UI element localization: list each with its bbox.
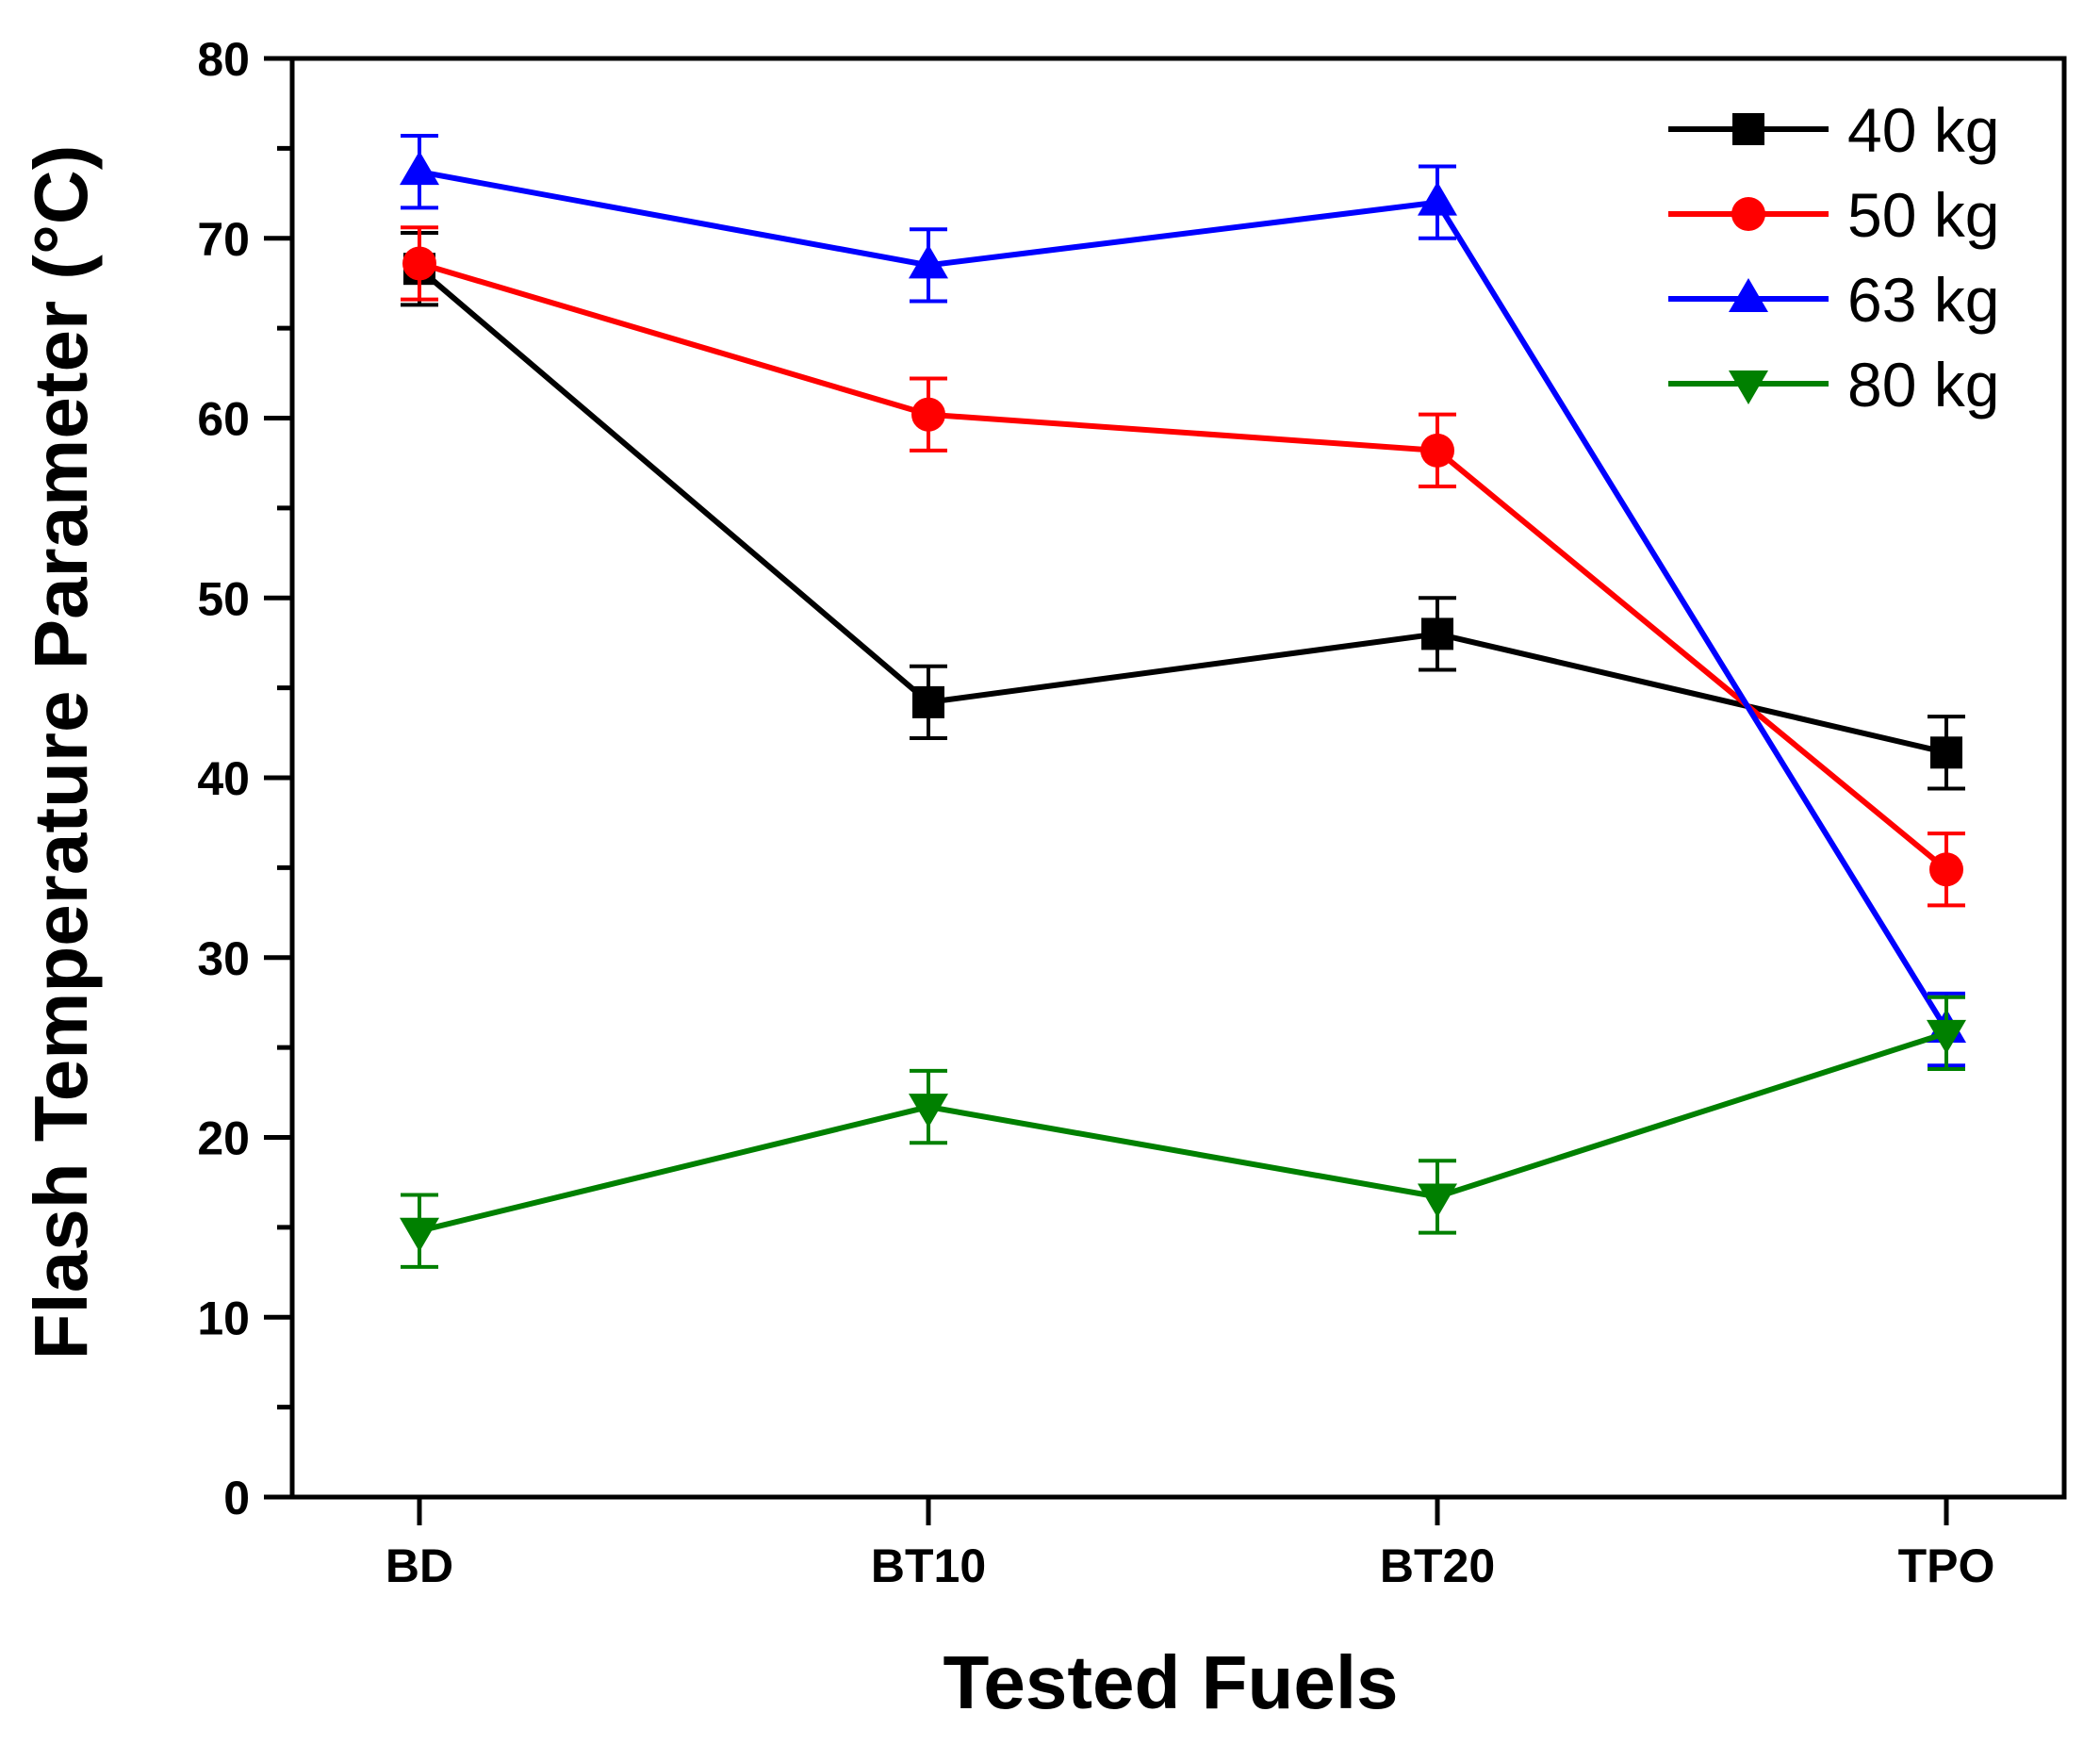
data-point bbox=[909, 1094, 948, 1128]
y-tick-label: 70 bbox=[197, 213, 250, 266]
legend-label: 40 kg bbox=[1847, 95, 1999, 165]
series-63-kg bbox=[400, 134, 1966, 1068]
series-line bbox=[418, 260, 1948, 872]
data-point bbox=[1418, 181, 1457, 216]
y-tick-label: 40 bbox=[197, 752, 250, 805]
data-point bbox=[911, 397, 945, 432]
y-tick-label: 80 bbox=[197, 33, 250, 86]
x-tick-label: BD bbox=[386, 1539, 453, 1592]
legend-item: 63 kg bbox=[1668, 265, 1999, 335]
data-point bbox=[1418, 1183, 1457, 1218]
x-axis: BD BT10 BT20 TPO bbox=[386, 1497, 1995, 1592]
data-point bbox=[1927, 1019, 1966, 1054]
series-line bbox=[418, 1030, 1947, 1234]
series-80-kg bbox=[400, 995, 1966, 1269]
series-layer bbox=[400, 134, 1966, 1269]
legend-marker bbox=[1731, 197, 1765, 231]
data-point bbox=[1421, 617, 1453, 650]
y-tick-label: 0 bbox=[223, 1472, 250, 1524]
data-point bbox=[1929, 852, 1963, 887]
legend-item: 50 kg bbox=[1668, 180, 1999, 250]
y-axis-title: Flash Temperature Parameter (°C) bbox=[19, 145, 103, 1360]
data-point bbox=[1420, 433, 1454, 468]
plot-area bbox=[289, 56, 2067, 1500]
data-point bbox=[909, 244, 948, 279]
x-tick-label: BT10 bbox=[871, 1539, 986, 1592]
y-tick-label: 30 bbox=[197, 932, 250, 985]
series-50-kg bbox=[401, 225, 1965, 908]
legend-label: 50 kg bbox=[1847, 180, 1999, 250]
x-tick-label: BT20 bbox=[1380, 1539, 1495, 1592]
legend-marker bbox=[1732, 113, 1764, 145]
legend-label: 63 kg bbox=[1847, 265, 1999, 335]
data-point bbox=[400, 1217, 439, 1252]
plot-frame bbox=[289, 56, 2067, 1500]
data-point bbox=[402, 246, 436, 281]
x-axis-title: Tested Fuels bbox=[943, 1640, 1398, 1724]
legend: 40 kg 50 kg 63 kg 80 kg bbox=[1668, 95, 1999, 420]
y-tick-label: 50 bbox=[197, 572, 250, 625]
y-tick-label: 20 bbox=[197, 1112, 250, 1165]
legend-item: 40 kg bbox=[1668, 95, 1999, 165]
x-tick-label: TPO bbox=[1898, 1539, 1995, 1592]
legend-marker bbox=[1729, 370, 1768, 404]
data-point bbox=[912, 685, 944, 718]
data-point bbox=[1930, 736, 1962, 769]
y-axis: 0 10 20 30 40 50 60 70 80 bbox=[197, 33, 292, 1524]
legend-item: 80 kg bbox=[1668, 350, 1999, 420]
series-40-kg bbox=[401, 231, 1965, 791]
legend-marker bbox=[1729, 278, 1768, 312]
y-tick-label: 60 bbox=[197, 393, 250, 446]
series-line bbox=[418, 266, 1947, 756]
legend-label: 80 kg bbox=[1847, 350, 1999, 420]
data-point bbox=[400, 151, 439, 186]
y-tick-label: 10 bbox=[197, 1292, 250, 1344]
series-line bbox=[418, 169, 1949, 1031]
